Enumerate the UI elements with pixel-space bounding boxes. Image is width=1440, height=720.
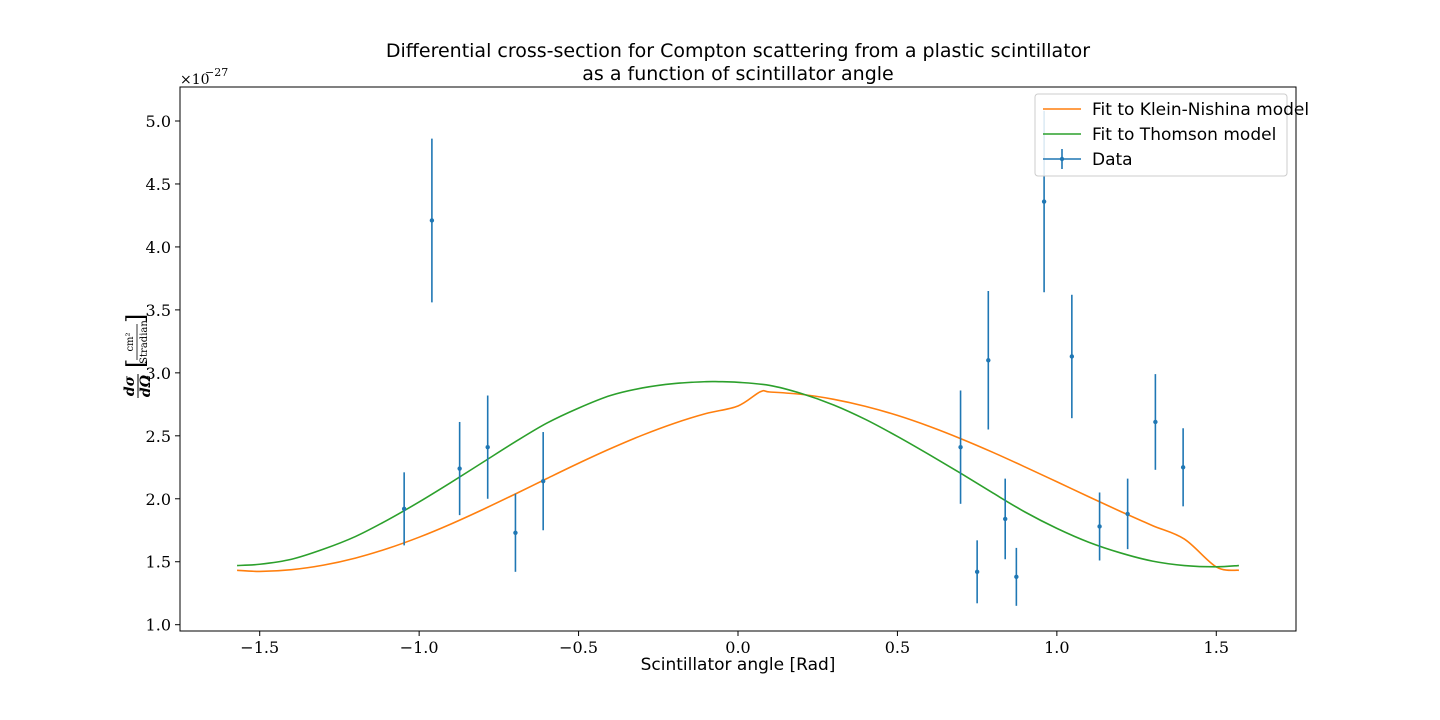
data-point — [1180, 465, 1186, 470]
y-scale-exponent: −27 — [205, 66, 228, 79]
data-point — [429, 218, 435, 223]
y-scale-base: ×10 — [180, 72, 210, 88]
y-label-bracket-left: [ — [122, 359, 150, 368]
y-label-unit-denominator: Stradian — [139, 320, 150, 364]
data-point — [485, 444, 490, 450]
x-axis-label: Scintillator angle [Rad] — [641, 655, 836, 675]
y-tick-label: 2.5 — [146, 427, 171, 446]
legend-data-label: Data — [1092, 150, 1133, 170]
y-tick-label: 4.0 — [146, 238, 171, 257]
x-tick-label: 1.0 — [1044, 638, 1069, 657]
data-point — [1125, 511, 1130, 517]
y-tick-label: 5.0 — [146, 112, 171, 131]
x-tick-label: 1.5 — [1204, 638, 1229, 657]
y-label-numerator: dσ — [122, 375, 138, 396]
y-axis-ticks: 1.0 1.5 2.0 2.5 3.0 3.5 4.0 4.5 5.0 — [146, 112, 180, 635]
y-axis-label: dσ dΩ [ cm² Stradian ] — [122, 314, 154, 398]
y-label-denominator: dΩ — [138, 374, 154, 397]
data-point — [1153, 419, 1158, 425]
data-point — [1069, 354, 1075, 359]
y-tick-label: 2.0 — [146, 490, 171, 509]
data-points — [401, 110, 1186, 606]
x-tick-label: −1.0 — [400, 638, 439, 657]
legend-box — [1034, 93, 1288, 177]
legend-thomson-label: Fit to Thomson model — [1092, 125, 1276, 145]
x-tick-label: 0.5 — [885, 638, 910, 657]
data-point — [1041, 199, 1047, 204]
legend-klein-nishina-label: Fit to Klein-Nishina model — [1092, 100, 1309, 120]
legend-data-marker — [1059, 156, 1065, 162]
chart-title-line-2: as a function of scintillator angle — [582, 63, 894, 85]
x-tick-label: 0.0 — [725, 638, 750, 657]
data-point — [540, 478, 546, 484]
fit-lines — [237, 380, 1240, 573]
y-tick-label: 1.0 — [146, 616, 171, 635]
y-tick-label: 3.0 — [146, 364, 171, 383]
legend: Fit to Klein-Nishina model Fit to Thomso… — [1034, 93, 1309, 177]
chart-title-line-1: Differential cross-section for Compton s… — [386, 40, 1090, 62]
data-point — [974, 569, 980, 575]
data-point — [457, 466, 462, 471]
data-point — [1097, 524, 1102, 529]
y-tick-label: 3.5 — [146, 301, 171, 320]
y-tick-label: 4.5 — [146, 175, 171, 194]
x-tick-label: −0.5 — [559, 638, 598, 657]
x-tick-label: −1.5 — [240, 638, 279, 657]
klein-nishina-fit-line — [237, 389, 1240, 573]
data-point — [513, 530, 518, 535]
y-tick-label: 1.5 — [146, 553, 171, 572]
y-label-bracket-right: ] — [122, 314, 150, 323]
plot-area — [179, 86, 1297, 632]
data-point — [1014, 574, 1019, 580]
thomson-fit-line — [237, 380, 1239, 568]
x-axis-ticks: −1.5 −1.0 −0.5 0.0 0.5 1.0 1.5 — [240, 631, 1229, 657]
data-point — [1003, 516, 1008, 522]
data-point — [401, 506, 407, 512]
y-label-unit-numerator: cm² — [125, 332, 136, 351]
y-scale-multiplier: ×10 −27 — [180, 66, 228, 88]
data-point — [958, 444, 963, 450]
legend-data-swatch — [1043, 149, 1081, 169]
data-point — [986, 358, 991, 363]
